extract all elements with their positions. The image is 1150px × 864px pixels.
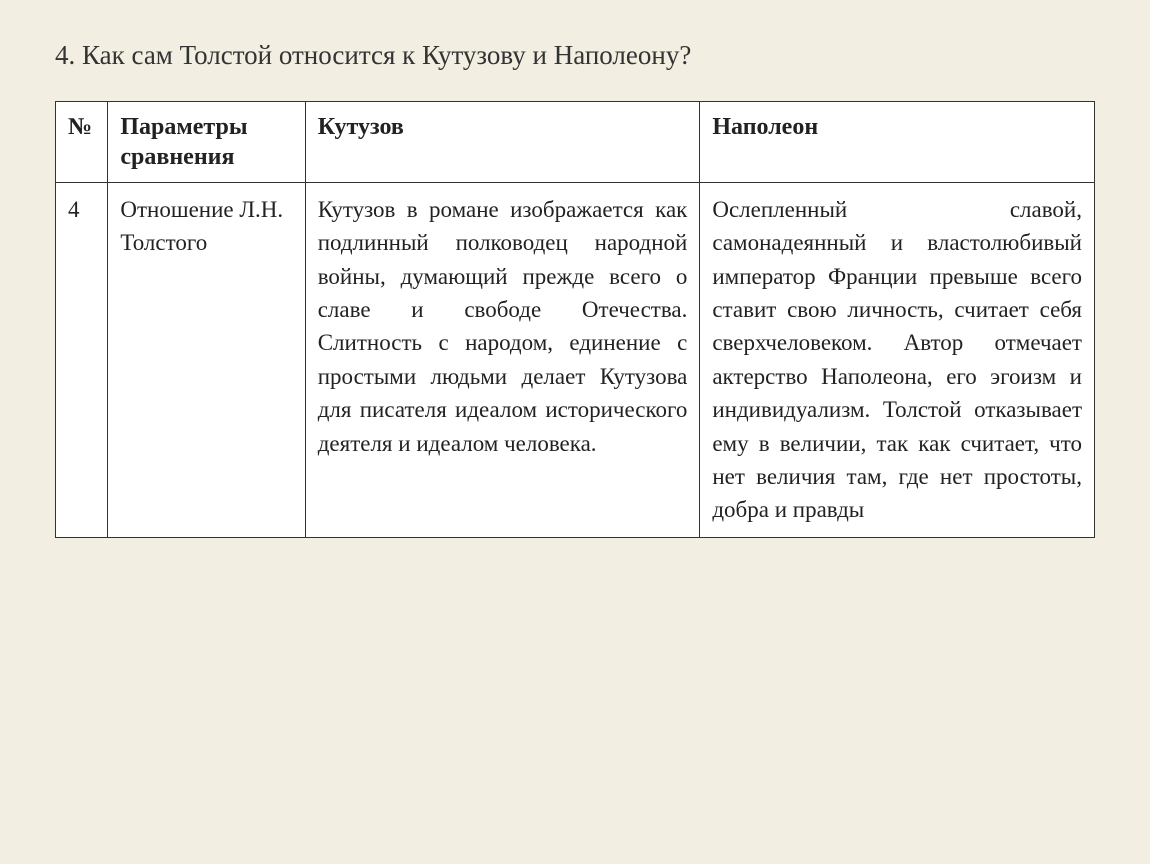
table-row: 4 Отношение Л.Н. Толстого Кутузов в рома… [56, 183, 1095, 537]
comparison-table: № Параметры сравнения Кутузов Наполеон 4… [55, 101, 1095, 537]
table-header-row: № Параметры сравнения Кутузов Наполеон [56, 102, 1095, 183]
header-kutuzov: Кутузов [305, 102, 700, 183]
question-heading: 4. Как сам Толстой относится к Кутузову … [55, 38, 1095, 73]
cell-napoleon: Ослепленный славой, самонадеянный и влас… [700, 183, 1095, 537]
cell-kutuzov: Кутузов в романе изображается как подлин… [305, 183, 700, 537]
header-num: № [56, 102, 108, 183]
cell-num: 4 [56, 183, 108, 537]
header-napoleon: Наполеон [700, 102, 1095, 183]
cell-param: Отношение Л.Н. Толстого [108, 183, 305, 537]
header-param: Параметры сравнения [108, 102, 305, 183]
